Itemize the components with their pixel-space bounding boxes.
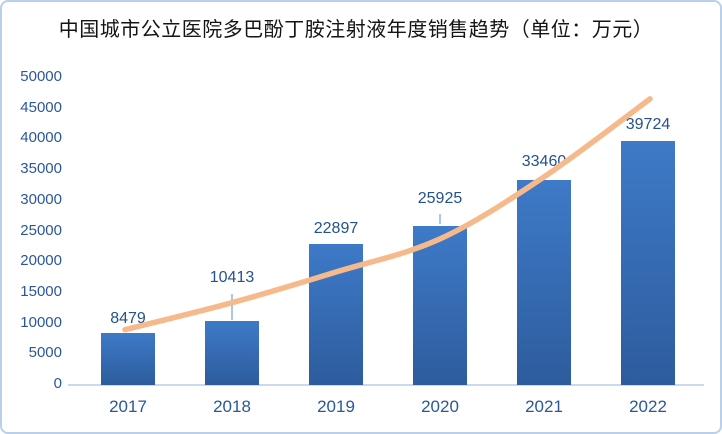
data-label: 10413	[209, 269, 255, 287]
y-axis-tick-label: 50000	[20, 68, 62, 85]
x-axis-category-label: 2019	[317, 397, 355, 416]
y-axis-tick-label: 30000	[20, 190, 62, 208]
x-axis-category-label: 2021	[525, 397, 563, 416]
chart-title: 中国城市公立医院多巴酚丁胺注射液年度销售趋势（单位：万元）	[58, 19, 654, 41]
data-label: 39724	[625, 116, 671, 134]
x-axis-line	[68, 384, 704, 386]
x-axis-category-label: 2020	[421, 397, 459, 416]
bar-2019	[309, 244, 363, 385]
bar-2020	[413, 225, 467, 385]
data-label-leader-line	[439, 213, 441, 224]
x-axis-category-label: 2017	[109, 397, 147, 416]
data-label: 33460	[521, 152, 567, 170]
data-label: 22897	[313, 220, 359, 238]
x-axis-category-label: 2018	[213, 397, 251, 416]
y-axis-tick-label: 40000	[20, 129, 62, 147]
y-axis-tick-label: 45000	[20, 98, 62, 116]
data-label: 25925	[417, 189, 463, 207]
bar-2021	[517, 179, 571, 385]
y-axis-tick-label: 25000	[20, 221, 62, 239]
bar-2022	[621, 141, 675, 385]
y-axis-tick-label: 20000	[20, 252, 62, 270]
data-label: 8479	[110, 309, 146, 327]
bar-2018	[205, 321, 259, 385]
bar-2017	[101, 332, 155, 385]
y-axis-tick-label: 5000	[28, 344, 62, 362]
y-axis-tick-label: 0	[53, 375, 62, 392]
data-label-leader-line	[231, 294, 233, 321]
x-axis-category-label: 2022	[629, 397, 667, 416]
y-axis-tick-label: 10000	[20, 313, 62, 331]
y-axis-tick-label: 35000	[20, 160, 62, 178]
y-axis-tick-label: 15000	[20, 282, 62, 300]
